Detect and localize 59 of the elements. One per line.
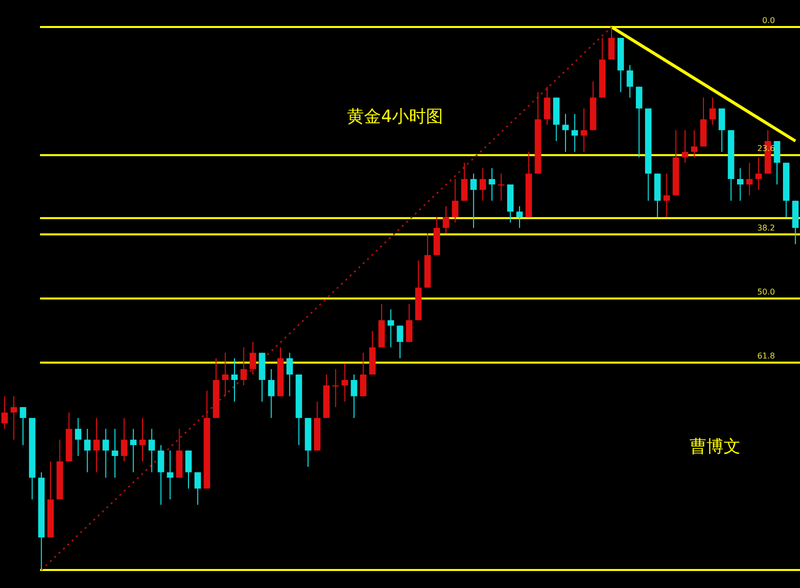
- candlestick: [360, 352, 366, 397]
- candlestick: [388, 308, 394, 348]
- candlestick: [350, 374, 358, 418]
- annotation: 曹博文: [690, 437, 740, 457]
- candlestick: [185, 450, 192, 490]
- annotation: 61.8: [757, 352, 775, 361]
- candlestick: [93, 417, 100, 473]
- candlestick: [166, 450, 174, 500]
- candlestick: [231, 358, 238, 402]
- candlestick: [580, 108, 588, 152]
- candlestick: [396, 325, 404, 359]
- candlestick: [148, 428, 155, 473]
- candlestick: [516, 206, 523, 228]
- candlestick: [498, 173, 504, 202]
- candlestick: [626, 64, 634, 98]
- annotation: 50.0: [757, 288, 775, 296]
- candlestick: [268, 368, 274, 418]
- candlestick: [691, 130, 698, 158]
- candlestick: [470, 173, 477, 228]
- candlestick: [286, 352, 293, 397]
- candlestick: [663, 173, 670, 218]
- candlestick: [250, 341, 256, 376]
- candlestick: [158, 444, 164, 506]
- text: 黄金4小时图: [347, 107, 443, 127]
- candlestick: [544, 86, 550, 126]
- candlestick: [718, 108, 726, 152]
- candlestick: [1, 396, 8, 430]
- candlestick: [342, 363, 348, 402]
- candlestick: [442, 206, 450, 234]
- candlestick: [112, 428, 118, 478]
- candlestick: [20, 406, 26, 446]
- candlestick: [488, 168, 496, 202]
- candlestick: [240, 346, 247, 386]
- candlestick: [755, 156, 762, 190]
- candlestick: [84, 428, 91, 473]
- candlestick: [571, 113, 578, 152]
- candlestick: [682, 130, 688, 164]
- candlestick: [746, 162, 753, 196]
- candlestick: [102, 428, 109, 478]
- candlestick: [130, 428, 137, 473]
- candlestick: [222, 352, 229, 397]
- candlestick: [480, 168, 486, 202]
- candlestick: [332, 368, 339, 408]
- candlestick: [774, 140, 780, 185]
- candlestick: [74, 417, 82, 456]
- candlestick: [608, 26, 615, 60]
- candlestick: [709, 97, 716, 126]
- annotation: 0.0: [762, 16, 775, 25]
- candlestick: [461, 162, 468, 202]
- candlestick: [406, 303, 412, 342]
- candlestick: [194, 472, 201, 506]
- candlestick: [636, 86, 642, 158]
- candlestick: [10, 396, 18, 440]
- candlestick: [452, 178, 458, 223]
- candlestick: [737, 168, 744, 202]
- annotation: 38.2: [757, 223, 775, 232]
- candlestick: [120, 417, 128, 462]
- candlestick: [139, 417, 146, 462]
- candlestick: [562, 113, 569, 152]
